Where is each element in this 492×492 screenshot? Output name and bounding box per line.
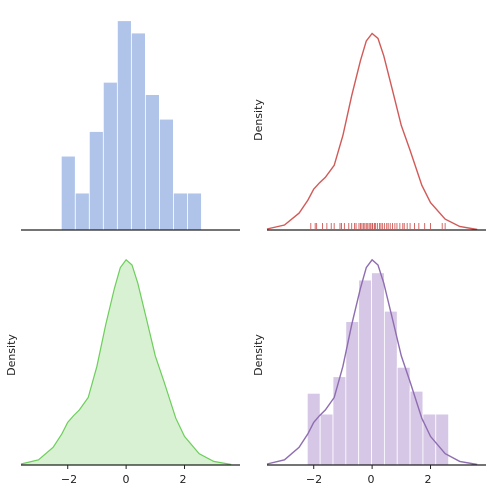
- x-tick-label: 0: [123, 473, 130, 486]
- histogram-bar: [435, 413, 450, 466]
- x-ticks: [313, 465, 432, 469]
- kde-line: [20, 258, 232, 466]
- rug-ticks: [310, 223, 446, 229]
- histogram-bar: [74, 192, 90, 231]
- panel-kde-rug: Density: [252, 32, 486, 231]
- x-tick-label: 0: [368, 473, 375, 486]
- histogram-bar: [173, 192, 188, 231]
- panel-histogram: [21, 20, 240, 231]
- y-axis-label: Density: [5, 334, 18, 376]
- kde-fill: [21, 259, 232, 465]
- histogram-bar: [60, 155, 76, 231]
- histogram-bar: [116, 20, 132, 231]
- histogram-bar: [187, 192, 202, 231]
- x-ticks: [67, 465, 186, 469]
- histogram-bar: [306, 392, 321, 466]
- histogram-bar: [159, 118, 174, 231]
- y-axis-label: Density: [252, 334, 265, 376]
- x-tick-label: −2: [306, 473, 322, 486]
- x-tick-label: 2: [425, 473, 432, 486]
- y-axis-label: Density: [252, 99, 265, 141]
- histogram-bar: [332, 376, 347, 466]
- panel-kde-filled: −2 0 2 Density: [5, 258, 240, 486]
- x-tick-label: −2: [61, 473, 77, 486]
- histogram-bar: [88, 131, 104, 231]
- x-tick-label: 2: [180, 473, 187, 486]
- histogram-bar: [319, 413, 334, 466]
- histogram-bar: [358, 279, 372, 466]
- histogram-bars: [306, 272, 450, 466]
- histogram-bar: [383, 310, 398, 466]
- histogram-bar: [102, 81, 118, 231]
- histogram-bars: [60, 20, 202, 231]
- histogram-bar: [144, 94, 160, 231]
- histogram-bar: [130, 32, 146, 231]
- histogram-bar: [396, 366, 411, 466]
- histogram-bar: [371, 272, 385, 466]
- panel-histogram-kde: −2 0 2 Density: [252, 258, 486, 486]
- kde-line: [266, 258, 478, 466]
- kde-line: [266, 32, 478, 231]
